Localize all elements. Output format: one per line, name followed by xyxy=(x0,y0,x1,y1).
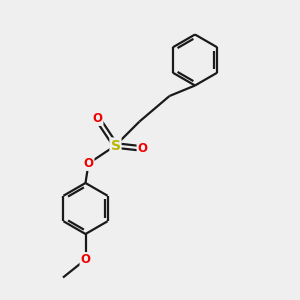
Text: O: O xyxy=(80,253,91,266)
Text: O: O xyxy=(92,112,103,125)
Text: S: S xyxy=(110,139,121,152)
Text: O: O xyxy=(137,142,148,155)
Text: O: O xyxy=(83,157,94,170)
